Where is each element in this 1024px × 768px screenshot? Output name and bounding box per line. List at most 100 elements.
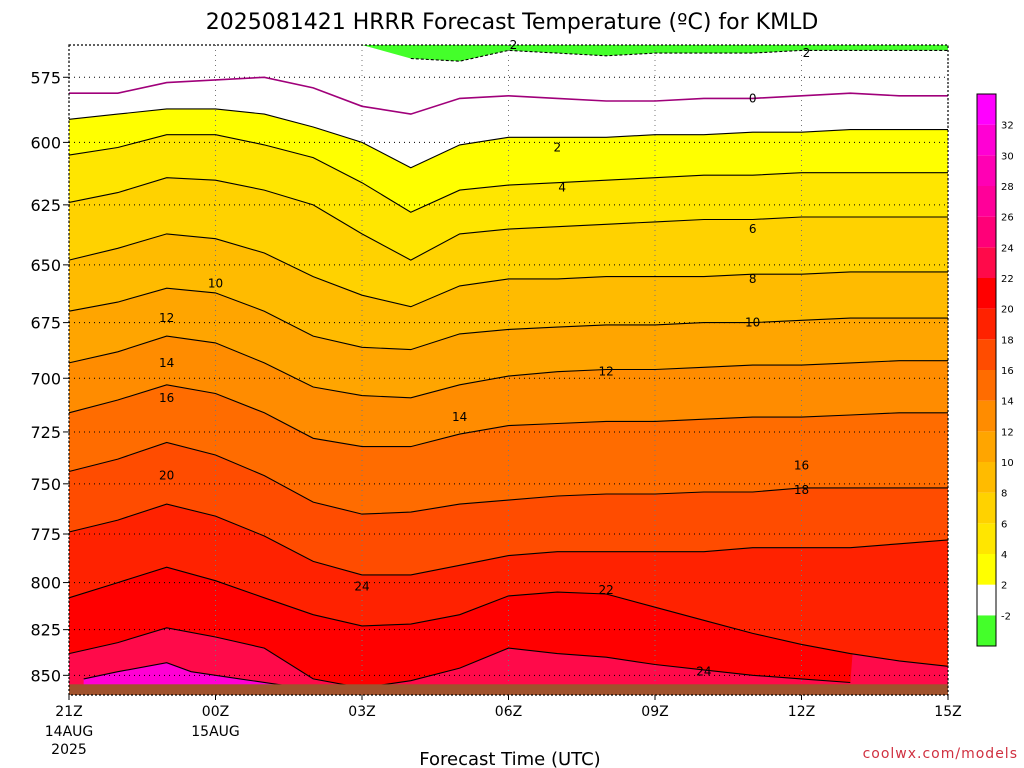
contour-label-10: 14 [159, 356, 174, 370]
ground-surface [69, 684, 948, 695]
contour-label-1: 2 [803, 46, 811, 60]
isotherm-0 [69, 76, 948, 115]
axes-layer: 575 600 625 650 675 700 725 750 775 800 825 850 21Z 1… [30, 44, 962, 758]
x-tick-label-12Z: 12Z [788, 704, 815, 720]
y-tick-label-700: 700 [30, 369, 61, 388]
y-tick-label-725: 725 [30, 423, 61, 442]
isotherm-20 [68, 566, 949, 667]
isotherm-14 [68, 384, 948, 448]
colorbar-bin-6 [977, 492, 996, 524]
ground-layer [69, 684, 948, 695]
isotherm-10 [68, 287, 948, 351]
x-tick-label-00Z: 00Z [202, 704, 229, 720]
colorbar-bin-22 [977, 247, 996, 278]
contour-label-15: 20 [159, 469, 174, 483]
colorbar-bin-8 [977, 462, 996, 493]
colorbar-bin-24 [977, 216, 996, 248]
contour-label-18: 22 [599, 583, 614, 597]
y-tick-label-675: 675 [30, 314, 61, 333]
colorbar-label-8: 8 [1001, 489, 1007, 500]
y-tick-label-650: 650 [30, 256, 61, 275]
x-tick-label-21Z: 21Z [55, 704, 82, 720]
colorbar-label--2: -2 [1001, 611, 1011, 622]
colorbar-bin-28 [977, 155, 996, 186]
contour-label-14: 16 [794, 458, 809, 472]
temp-band--2-to-0 [69, 45, 948, 115]
contour-label-17: 24 [354, 579, 369, 593]
contour-label-12: 16 [159, 391, 174, 405]
contour-label-13: 14 [452, 410, 467, 424]
x-tick-date-00Z: 15AUG [191, 724, 240, 740]
x-tick-label-09Z: 09Z [641, 704, 668, 720]
colorbar-label-30: 30 [1001, 151, 1014, 162]
colorbar-bin-2 [977, 554, 996, 585]
isotherm-4 [68, 134, 948, 213]
colorbar-label-10: 10 [1001, 458, 1014, 469]
colorbar-label-26: 26 [1001, 213, 1014, 224]
credit-text: coolwx.com/models [863, 746, 1018, 762]
x-tick-year-21Z: 2025 [51, 742, 87, 758]
colorbar-bin-20 [977, 278, 996, 309]
colorbar-bin--4 [977, 615, 996, 646]
contour-label-5: 6 [749, 222, 757, 236]
y-tick-label-800: 800 [30, 574, 61, 593]
isotherm-12 [68, 335, 948, 399]
contour-label-19: 24 [696, 665, 711, 679]
contour-label-9: 10 [745, 316, 760, 330]
colorbar-frame [976, 93, 997, 647]
isotherm-18 [68, 503, 949, 576]
temp-band--4-to--2 [69, 45, 948, 62]
colorbar-bin--2 [977, 584, 996, 616]
contour-label-11: 12 [599, 365, 614, 379]
colorbar-label-6: 6 [1001, 519, 1007, 530]
y-tick-label-625: 625 [30, 196, 61, 215]
isotherm-8 [68, 233, 948, 308]
colorbar-bin-4 [977, 523, 996, 554]
colorbar-bin-30 [977, 124, 996, 156]
colorbar-bin-26 [977, 186, 996, 217]
colorbar-bin-12 [977, 400, 996, 432]
isotherm-layer [68, 49, 949, 689]
colorbar-label-24: 24 [1001, 243, 1014, 254]
colorbar-label-2: 2 [1001, 581, 1007, 592]
colorbar-label-18: 18 [1001, 335, 1014, 346]
contour-label-2: 0 [749, 91, 757, 105]
y-tick-label-850: 850 [30, 666, 61, 685]
colorbar-bin-32 [977, 94, 996, 125]
isotherm-16 [68, 441, 948, 515]
colorbar-label-4: 4 [1001, 550, 1007, 561]
colorbar-label-32: 32 [1001, 121, 1014, 132]
y-tick-label-600: 600 [30, 133, 61, 152]
x-axis-label: Forecast Time (UTC) [419, 749, 600, 768]
colorbar-label-28: 28 [1001, 182, 1014, 193]
isotherm-6 [68, 177, 948, 261]
y-tick-label-575: 575 [30, 68, 61, 87]
x-tick-label-15Z: 15Z [934, 704, 961, 720]
colorbar-bin-14 [977, 370, 996, 401]
colorbar-label-16: 16 [1001, 366, 1014, 377]
isotherm-2 [68, 108, 948, 169]
isotherm-22 [68, 627, 851, 689]
colorbar-label-20: 20 [1001, 305, 1014, 316]
contour-label-6: 10 [208, 277, 223, 291]
contour-label-4: 4 [558, 181, 566, 195]
contour-label-8: 12 [159, 311, 174, 325]
colorbar-label-14: 14 [1001, 397, 1014, 408]
colorbar-bin-10 [977, 431, 996, 462]
x-tick-label-03Z: 03Z [348, 704, 375, 720]
colorbar-bin-18 [977, 308, 996, 340]
colorbar-label-12: 12 [1001, 427, 1014, 438]
x-tick-label-06Z: 06Z [495, 704, 522, 720]
chart-title: 2025081421 HRRR Forecast Temperature (ºC… [206, 10, 819, 35]
y-tick-label-750: 750 [30, 475, 61, 494]
y-tick-label-825: 825 [30, 621, 61, 640]
x-tick-date-21Z: 14AUG [45, 724, 94, 740]
colorbar-label-22: 22 [1001, 274, 1014, 285]
contour-label-16: 18 [794, 483, 809, 497]
colorbar-bin-16 [977, 339, 996, 370]
contour-label-3: 2 [554, 140, 562, 154]
isotherm--2 [410, 49, 948, 62]
contour-label-7: 8 [749, 272, 757, 286]
